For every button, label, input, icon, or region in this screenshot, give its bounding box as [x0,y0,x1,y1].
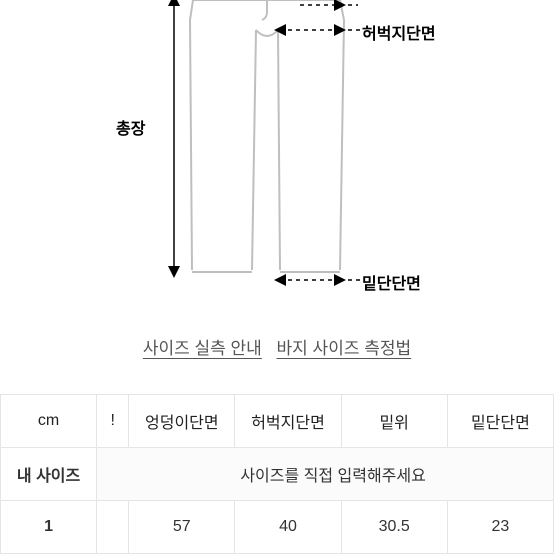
my-size-input-hint[interactable]: 사이즈를 직접 입력해주세요 [97,448,554,501]
label-thigh: 허벅지단면 [362,20,436,44]
size-table: cm ! 엉덩이단면 허벅지단면 밑위 밑단단면 내 사이즈 사이즈를 직접 입… [0,394,554,554]
size-cell: 40 [235,501,341,554]
pants-svg [0,0,554,310]
size-cell: 23 [447,501,553,554]
my-size-row: 내 사이즈 사이즈를 직접 입력해주세요 [1,448,554,501]
label-hem: 밑단단면 [362,270,421,294]
header-col-2: 밑위 [341,395,447,448]
pants-diagram: 총장 허벅지단면 밑단단면 [0,0,554,310]
size-cell: 57 [129,501,235,554]
table-row: 1 57 40 30.5 23 [1,501,554,554]
size-row-blank [97,501,129,554]
header-bang: ! [97,395,129,448]
size-row-label: 1 [1,501,97,554]
my-size-label: 내 사이즈 [1,448,97,501]
header-col-3: 밑단단면 [447,395,553,448]
size-cell: 30.5 [341,501,447,554]
header-col-1: 허벅지단면 [235,395,341,448]
guide-links: 사이즈 실측 안내 바지 사이즈 측정법 [0,334,554,359]
table-header-row: cm ! 엉덩이단면 허벅지단면 밑위 밑단단면 [1,395,554,448]
label-length: 총장 [116,115,145,139]
link-measure-guide[interactable]: 사이즈 실측 안내 [143,339,262,358]
link-pants-guide[interactable]: 바지 사이즈 측정법 [277,339,412,358]
header-unit: cm [1,395,97,448]
header-col-0: 엉덩이단면 [129,395,235,448]
